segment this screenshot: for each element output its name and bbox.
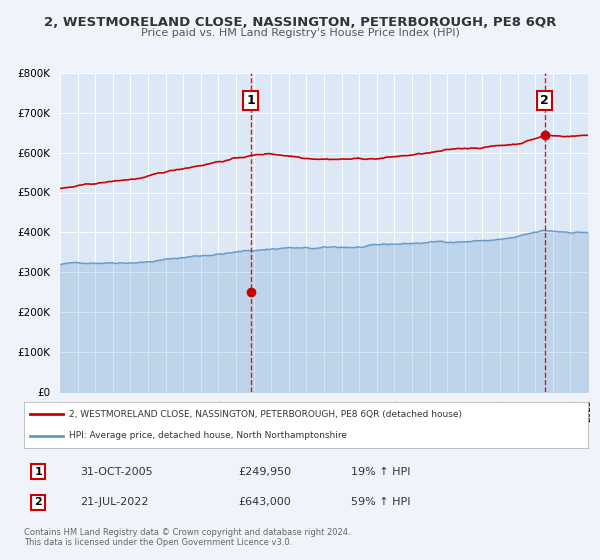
Text: 2, WESTMORELAND CLOSE, NASSINGTON, PETERBOROUGH, PE8 6QR (detached house): 2, WESTMORELAND CLOSE, NASSINGTON, PETER… [69,410,462,419]
Text: 2, WESTMORELAND CLOSE, NASSINGTON, PETERBOROUGH, PE8 6QR: 2, WESTMORELAND CLOSE, NASSINGTON, PETER… [44,16,556,29]
Text: 59% ↑ HPI: 59% ↑ HPI [351,497,410,507]
Text: 2: 2 [541,94,549,107]
Text: £643,000: £643,000 [238,497,291,507]
Text: Price paid vs. HM Land Registry's House Price Index (HPI): Price paid vs. HM Land Registry's House … [140,28,460,38]
Text: 1: 1 [34,466,42,477]
Text: HPI: Average price, detached house, North Northamptonshire: HPI: Average price, detached house, Nort… [69,431,347,440]
Text: £249,950: £249,950 [238,466,292,477]
Text: 2: 2 [34,497,42,507]
Text: 1: 1 [246,94,255,107]
Text: 21-JUL-2022: 21-JUL-2022 [80,497,149,507]
Text: 19% ↑ HPI: 19% ↑ HPI [351,466,410,477]
Text: 31-OCT-2005: 31-OCT-2005 [80,466,153,477]
Text: Contains HM Land Registry data © Crown copyright and database right 2024.
This d: Contains HM Land Registry data © Crown c… [24,528,350,547]
